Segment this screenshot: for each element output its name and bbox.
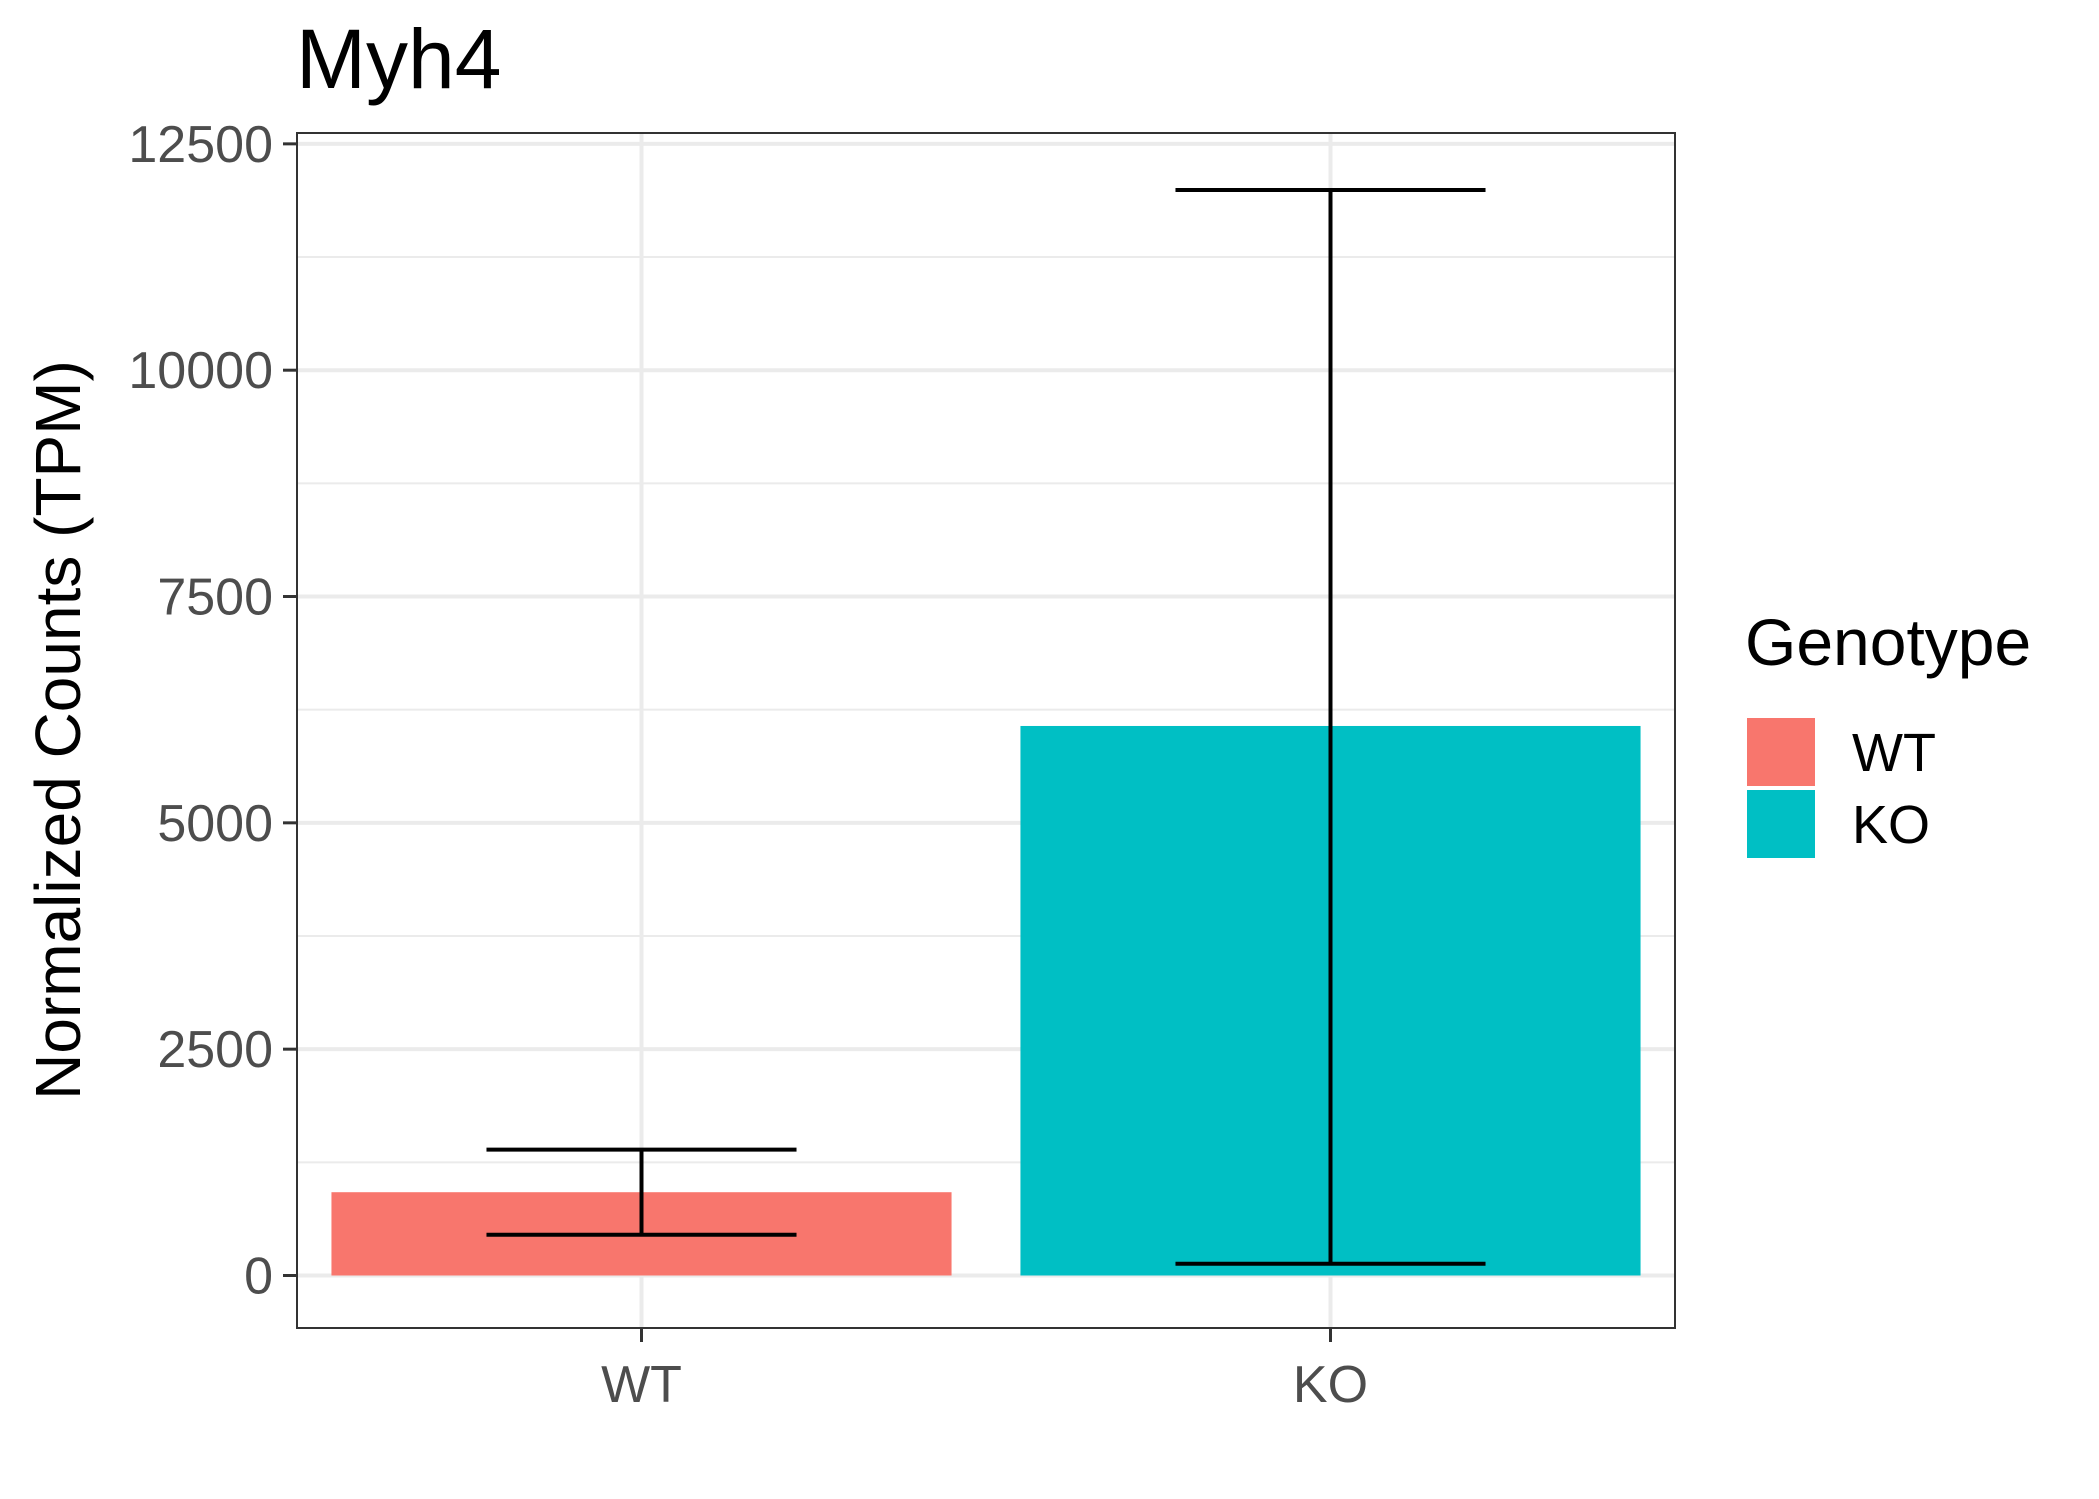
y-tick-label: 7500 xyxy=(157,569,273,627)
plot-panel-border xyxy=(296,132,1676,1329)
y-axis-title: Normalized Counts (TPM) xyxy=(22,360,94,1100)
x-tick-label: KO xyxy=(1293,1356,1368,1414)
chart-title: Myh4 xyxy=(296,12,501,106)
x-axis: WT KO xyxy=(601,1328,1368,1414)
y-tick-label: 0 xyxy=(244,1247,273,1305)
legend-entries: WT KO xyxy=(1747,718,1936,858)
x-tick-label: WT xyxy=(601,1356,682,1414)
y-tick-label: 10000 xyxy=(128,342,273,400)
y-tick-label: 12500 xyxy=(128,116,273,174)
legend-key xyxy=(1747,790,1815,858)
legend-key xyxy=(1747,718,1815,786)
legend-label: WT xyxy=(1852,723,1936,783)
error-bars xyxy=(486,188,1486,1266)
error-bar-ko xyxy=(1175,188,1486,1266)
legend-label: KO xyxy=(1852,795,1930,855)
legend-entry-ko: KO xyxy=(1747,790,1930,858)
y-tick-label: 5000 xyxy=(157,795,273,853)
y-axis: 0 2500 5000 7500 10000 12500 xyxy=(128,116,297,1305)
error-bar-wt xyxy=(486,1147,797,1237)
legend-title: Genotype xyxy=(1745,605,2031,679)
legend: Genotype WT KO xyxy=(1745,605,2031,858)
y-tick-label: 2500 xyxy=(157,1021,273,1079)
legend-entry-wt: WT xyxy=(1747,718,1936,786)
